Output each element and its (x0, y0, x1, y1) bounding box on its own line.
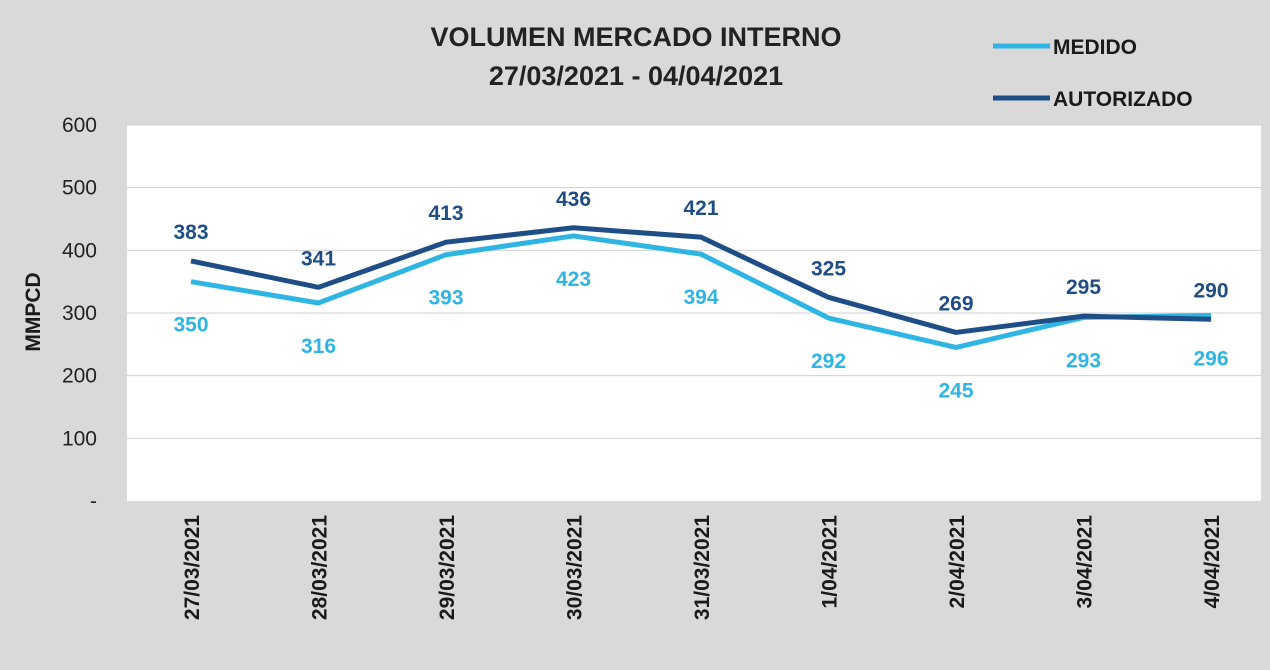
x-tick-label: 27/03/2021 (181, 515, 204, 620)
data-label-medido: 316 (301, 335, 336, 358)
gridlines (127, 124, 1261, 439)
y-axis-ticks: - 100 200 300 400 500 600 (62, 114, 97, 513)
data-label-autorizado: 421 (683, 197, 718, 220)
y-tick-label: 300 (62, 302, 97, 325)
data-label-autorizado: 290 (1193, 279, 1228, 302)
data-labels: 383 350 341 316 413 393 436 423 421 394 325 292 269 2… (173, 188, 1228, 403)
x-tick-label: 29/03/2021 (436, 515, 459, 620)
x-axis-ticks: 27/03/2021 28/03/2021 29/03/2021 30/03/2021… (181, 515, 1224, 620)
data-label-medido: 423 (556, 268, 591, 291)
x-tick-label: 30/03/2021 (564, 515, 587, 620)
series-line-medido (190, 233, 1212, 350)
data-label-medido: 245 (938, 379, 973, 402)
data-label-autorizado: 436 (556, 188, 591, 211)
legend: MEDIDO AUTORIZADO (993, 36, 1193, 111)
data-label-autorizado: 295 (1066, 276, 1101, 299)
data-label-medido: 393 (428, 287, 463, 310)
data-label-medido: 394 (683, 286, 718, 309)
y-tick-label: - (90, 490, 97, 513)
series-lines (190, 225, 1212, 350)
legend-label-medido: MEDIDO (1053, 36, 1137, 59)
x-tick-label: 1/04/2021 (819, 515, 842, 609)
x-tick-label: 3/04/2021 (1074, 515, 1097, 609)
legend-label-autorizado: AUTORIZADO (1053, 88, 1193, 111)
data-label-medido: 350 (173, 314, 208, 337)
data-label-medido: 296 (1193, 348, 1228, 371)
data-label-autorizado: 413 (428, 202, 463, 225)
data-label-autorizado: 325 (811, 257, 846, 280)
chart-title-line-2: 27/03/2021 - 04/04/2021 (489, 61, 783, 91)
y-tick-label: 100 (62, 427, 97, 450)
data-label-autorizado: 269 (938, 292, 973, 315)
y-tick-label: 200 (62, 365, 97, 388)
series-line-autorizado (190, 225, 1212, 335)
x-tick-label: 4/04/2021 (1201, 515, 1224, 609)
y-tick-label: 500 (62, 177, 97, 200)
y-tick-label: 400 (62, 239, 97, 262)
y-tick-label: 600 (62, 114, 97, 137)
x-tick-label: 2/04/2021 (946, 515, 969, 609)
data-label-medido: 293 (1066, 349, 1101, 372)
data-label-autorizado: 341 (301, 247, 336, 270)
chart-title-line-1: VOLUMEN MERCADO INTERNO (431, 22, 842, 52)
y-axis-label: MMPCD (22, 272, 45, 351)
data-label-medido: 292 (811, 350, 846, 373)
data-label-autorizado: 383 (173, 221, 208, 244)
x-tick-label: 31/03/2021 (691, 515, 714, 620)
x-tick-label: 28/03/2021 (309, 515, 332, 620)
